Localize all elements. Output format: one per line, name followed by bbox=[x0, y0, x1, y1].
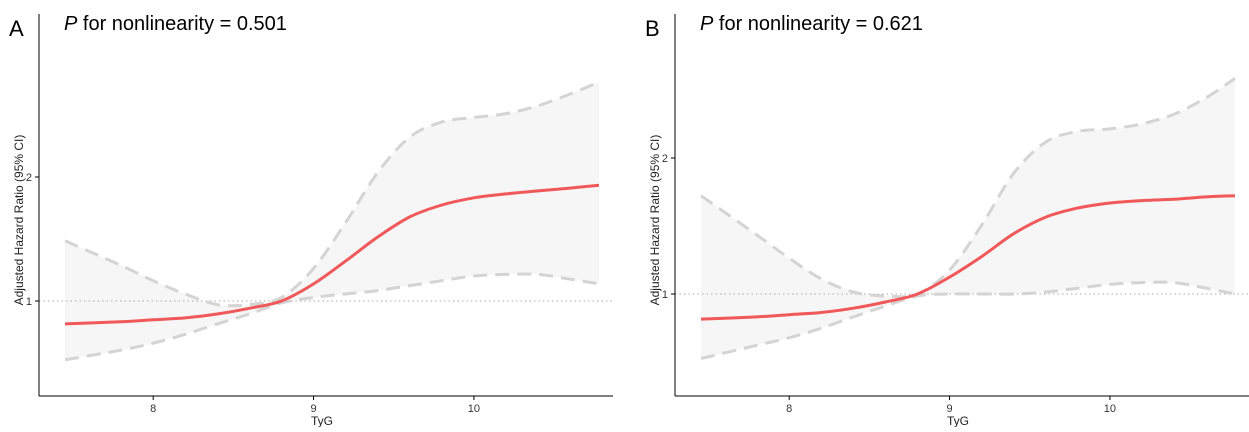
chart-panel-a: A P for nonlinearity = 0.501 8 9 10 1 2 TyG … bbox=[0, 0, 613, 432]
x-axis-title: TyG bbox=[311, 414, 333, 427]
hazard-ratio-curve bbox=[700, 194, 1236, 321]
x-tick-label: 9 bbox=[310, 403, 316, 415]
x-tick-label: 9 bbox=[946, 403, 952, 415]
x-tick-label: 10 bbox=[468, 403, 480, 415]
panel-label: A bbox=[9, 16, 24, 41]
ci-lower-line bbox=[700, 280, 1236, 360]
nonlinearity-annotation: P for nonlinearity = 0.501 bbox=[64, 13, 287, 35]
y-axis-title: Adjusted Hazard Ratio (95% CI) bbox=[12, 135, 26, 306]
p-value-text: for nonlinearity = 0.501 bbox=[77, 13, 287, 35]
y-tick-label: 1 bbox=[26, 296, 32, 308]
chart-panel-b: B P for nonlinearity = 0.621 8 9 10 1 2 TyG … bbox=[636, 0, 1249, 432]
ci-upper-line bbox=[700, 77, 1236, 299]
x-tick-label: 8 bbox=[150, 403, 156, 415]
x-axis-title: TyG bbox=[947, 414, 969, 427]
ci-upper-line bbox=[64, 80, 600, 308]
y-tick-label: 2 bbox=[662, 153, 668, 165]
p-symbol: P bbox=[64, 13, 78, 35]
hazard-ratio-curve bbox=[64, 183, 600, 326]
p-symbol: P bbox=[700, 13, 714, 35]
ci-band bbox=[65, 82, 599, 360]
y-tick-label: 1 bbox=[662, 289, 668, 301]
ci-lower-line bbox=[64, 272, 600, 362]
y-axis-title: Adjusted Hazard Ratio (95% CI) bbox=[648, 135, 662, 306]
p-value-text: for nonlinearity = 0.621 bbox=[713, 13, 923, 35]
x-tick-label: 10 bbox=[1104, 403, 1116, 415]
ci-band bbox=[701, 78, 1235, 359]
panel-label: B bbox=[645, 16, 660, 41]
x-tick-label: 8 bbox=[786, 403, 792, 415]
nonlinearity-annotation: P for nonlinearity = 0.621 bbox=[700, 13, 923, 35]
y-tick-label: 2 bbox=[26, 172, 32, 184]
